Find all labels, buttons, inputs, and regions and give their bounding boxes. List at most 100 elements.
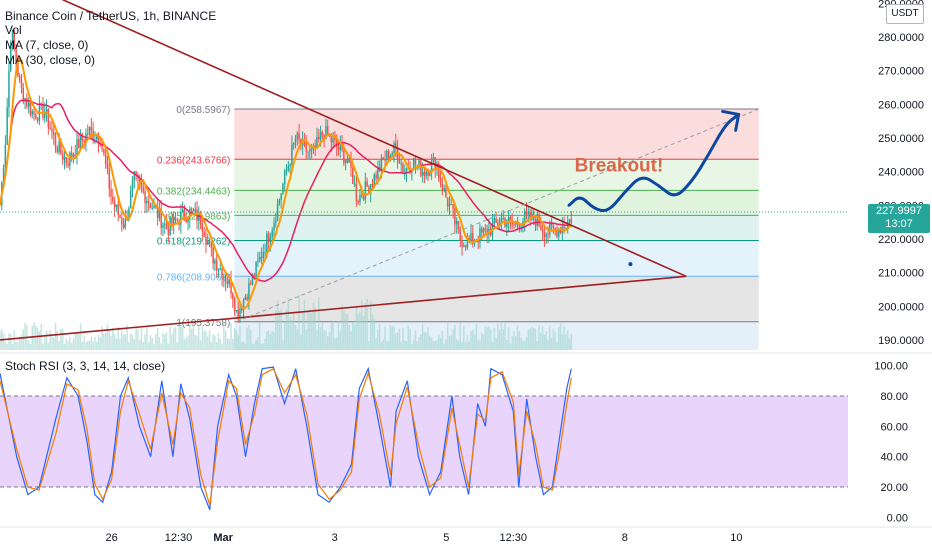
candle-body xyxy=(423,172,426,176)
candle-body xyxy=(69,152,71,166)
volume-bar xyxy=(2,333,5,350)
candle-body xyxy=(386,150,388,160)
volume-bar xyxy=(201,326,204,350)
candle-body xyxy=(337,147,340,151)
volume-bar xyxy=(454,324,456,350)
volume-bar xyxy=(407,326,410,350)
volume-bar xyxy=(382,339,384,350)
ma7-legend[interactable]: MA (7, close, 0) xyxy=(5,38,89,52)
candle-body xyxy=(339,144,342,151)
volume-bar xyxy=(369,300,372,350)
candle-body xyxy=(427,171,429,176)
candle-body xyxy=(441,183,444,192)
volume-bar xyxy=(210,341,213,350)
volume-bar xyxy=(253,343,256,350)
volume-bar xyxy=(570,334,573,350)
volume-bar xyxy=(101,326,103,350)
candle-body xyxy=(87,133,89,135)
volume-bar xyxy=(8,333,10,350)
candle-body xyxy=(525,211,528,215)
volume-bar xyxy=(176,342,179,350)
fib-level-label: 0.618(219.5262) xyxy=(157,237,230,248)
volume-bar xyxy=(164,334,166,350)
volume-bar xyxy=(178,322,180,350)
volume-bar xyxy=(69,336,71,350)
volume-bar xyxy=(11,343,14,350)
candle-body xyxy=(95,136,98,140)
volume-bar xyxy=(248,324,250,350)
volume-bar xyxy=(232,338,234,350)
candle-body xyxy=(384,159,386,161)
candle-body xyxy=(529,211,531,220)
candle-body xyxy=(267,233,270,242)
candle-body xyxy=(129,190,132,209)
volume-bar xyxy=(402,327,404,350)
volume-bar xyxy=(15,341,17,350)
candle-body xyxy=(432,157,435,161)
candle-body xyxy=(296,133,299,139)
ma30-legend[interactable]: MA (30, close, 0) xyxy=(5,53,96,67)
volume-bar xyxy=(475,323,478,350)
volume-bar xyxy=(534,328,537,350)
volume-bar xyxy=(513,331,515,350)
candle-body xyxy=(445,188,447,198)
candle-body xyxy=(359,194,361,203)
volume-bar xyxy=(241,341,243,350)
candle-body xyxy=(400,163,402,165)
candle-body xyxy=(54,135,57,148)
symbol-legend[interactable]: Binance Coin / TetherUS, 1h, BINANCE xyxy=(5,9,217,23)
volume-bar xyxy=(6,343,8,350)
candle-body xyxy=(51,129,53,133)
volume-bar xyxy=(226,338,229,350)
candle-body xyxy=(239,308,241,317)
candle-body xyxy=(124,219,127,228)
candle-body xyxy=(171,218,173,226)
volume-bar xyxy=(63,343,66,350)
volume-bar xyxy=(146,327,148,350)
volume-bar xyxy=(446,323,449,350)
volume-bar xyxy=(398,329,401,350)
volume-bar xyxy=(128,341,130,350)
candle-body xyxy=(214,260,216,264)
candle-body xyxy=(253,274,256,277)
vol-legend[interactable]: Vol xyxy=(5,23,22,37)
candle-body xyxy=(251,274,254,285)
stoch-rsi-legend[interactable]: Stoch RSI (3, 3, 14, 14, close) xyxy=(5,359,166,373)
candle-body xyxy=(15,46,17,63)
candle-body xyxy=(321,132,324,135)
candle-body xyxy=(309,149,311,152)
volume-bar xyxy=(450,335,453,350)
candle-body xyxy=(194,209,196,212)
current-price-badge: 227.9997 13:07 xyxy=(868,204,930,233)
candle-body xyxy=(287,165,290,171)
candle-body xyxy=(142,187,145,192)
volume-bar xyxy=(378,323,381,350)
candle-body xyxy=(361,194,363,197)
currency-unit-badge[interactable]: USDT xyxy=(886,4,924,24)
volume-bar xyxy=(291,319,293,350)
volume-bar xyxy=(262,343,265,350)
volume-bar xyxy=(298,295,300,350)
candle-body xyxy=(541,229,544,232)
volume-bar xyxy=(403,340,406,350)
candle-body xyxy=(477,240,479,243)
volume-bar xyxy=(117,326,119,350)
volume-bar xyxy=(292,313,295,350)
volume-bar xyxy=(430,337,433,350)
volume-bar xyxy=(255,339,257,350)
candle-body xyxy=(516,222,519,225)
volume-bar xyxy=(260,343,263,350)
candle-body xyxy=(556,228,558,237)
candle-body xyxy=(22,87,25,102)
volume-bar xyxy=(24,322,26,350)
volume-bar xyxy=(208,330,211,350)
volume-bar xyxy=(20,334,23,350)
volume-bar xyxy=(418,337,420,350)
candle-body xyxy=(190,208,193,210)
price-axis-bg xyxy=(848,0,932,550)
volume-bar xyxy=(112,327,114,350)
candle-body xyxy=(563,226,565,229)
volume-bar xyxy=(566,330,569,350)
candle-body xyxy=(438,167,440,179)
